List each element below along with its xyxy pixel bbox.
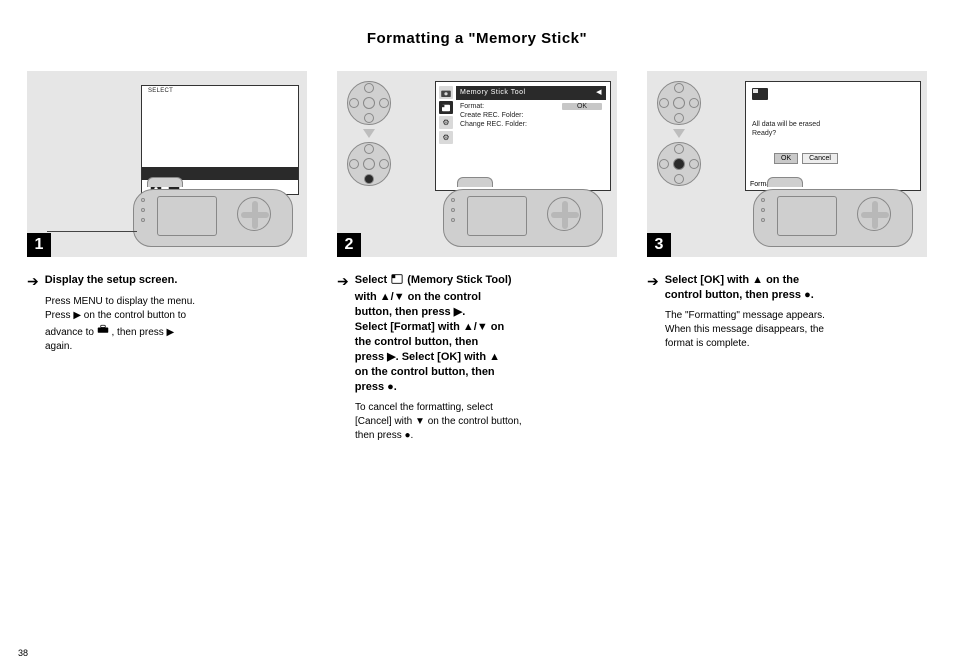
step1-line4: again. <box>45 340 195 354</box>
s2-body1: [Cancel] with ▼ on the control button, <box>355 415 522 429</box>
column-3: All data will be erased Ready? OK Cancel… <box>647 71 927 443</box>
confirm-caption: All data will be erased Ready? <box>752 120 914 138</box>
step-1-heading: ➔ Display the setup screen. <box>27 273 177 289</box>
right-arrow-icon: ➔ <box>647 273 659 289</box>
s3-body2: format is complete. <box>665 337 825 351</box>
step-number-1: 1 <box>27 233 51 257</box>
lcd-popup-2: ⚙ ⚙ Memory Stick Tool ◀ Format: OK <box>435 81 611 191</box>
menu-header: Memory Stick Tool ◀ <box>456 86 606 100</box>
s2-b3: Select [Format] with ▲/▼ on <box>355 321 505 333</box>
s2-b7: press ●. <box>355 381 397 393</box>
step-3-heading: ➔ Select [OK] with ▲ on the control butt… <box>647 273 814 303</box>
step-3-text: Select [OK] with ▲ on the control button… <box>665 273 814 303</box>
step1-line2: Press ▶ on the control button to <box>45 310 186 321</box>
camera-drawing <box>133 177 293 247</box>
columns: SELECT 1 <box>50 71 904 443</box>
down-arrow-icon <box>363 129 375 138</box>
s2-body2: then press ●. <box>355 429 522 443</box>
menu-row: Create REC. Folder: <box>460 111 602 120</box>
camera-icon <box>439 86 453 99</box>
step1-line1: Press MENU to display the menu. <box>45 295 195 309</box>
down-arrow-icon <box>673 129 685 138</box>
dpad-sequence <box>657 81 701 186</box>
column-1: SELECT 1 <box>27 71 307 443</box>
page-title: Formatting a "Memory Stick" <box>50 30 904 47</box>
s3-b1: control button, then press ●. <box>665 289 814 301</box>
camera-drawing <box>443 177 603 247</box>
s2-b2: button, then press ▶. <box>355 306 466 318</box>
dpad-icon <box>347 81 391 125</box>
p3-cap0: All data will be erased <box>752 120 914 129</box>
confirm-buttons: OK Cancel <box>774 153 838 164</box>
step-3-body: The "Formatting" message appears. When t… <box>647 309 825 351</box>
step-2-heading: ➔ Select (Memory Stick Tool) with ▲/▼ on… <box>337 273 512 395</box>
ok-button: OK <box>774 153 798 164</box>
menu-box: Memory Stick Tool ◀ Format: OK Create RE… <box>456 86 606 176</box>
step-number-3: 3 <box>647 233 671 257</box>
memory-stick-icon <box>752 88 768 102</box>
dpad-icon-press-down <box>347 142 391 186</box>
dpad-icon-press-center <box>657 142 701 186</box>
memory-stick-icon <box>391 273 403 290</box>
menu-row-label: Change REC. Folder: <box>460 121 527 128</box>
s2-b6: on the control button, then <box>355 366 495 378</box>
step-1-text: Display the setup screen. <box>45 273 178 288</box>
step-1-body: Press MENU to display the menu. Press ▶ … <box>27 295 195 354</box>
right-arrow-icon: ➔ <box>27 273 39 289</box>
dpad-sequence <box>347 81 391 186</box>
dpad-icon <box>657 81 701 125</box>
menu-title: Memory Stick Tool <box>460 86 526 100</box>
pointer-line <box>47 231 137 232</box>
cancel-button: Cancel <box>802 153 838 164</box>
left-arrow-icon: ◀ <box>596 86 602 100</box>
tool-icon: ⚙ <box>439 131 453 144</box>
menu-row: Format: OK <box>460 102 602 111</box>
right-arrow-icon: ➔ <box>337 273 349 289</box>
toolbox-icon <box>97 327 112 338</box>
page-number: 38 <box>18 648 28 658</box>
menu-row: Change REC. Folder: <box>460 120 602 129</box>
s3-body0: The "Formatting" message appears. <box>665 309 825 323</box>
menu-row-label: Format: <box>460 103 484 110</box>
lcd-popup-3: All data will be erased Ready? OK Cancel… <box>745 81 921 191</box>
step-2-text: Select (Memory Stick Tool) with ▲/▼ on t… <box>355 273 512 395</box>
s2-b1: with ▲/▼ on the control <box>355 291 481 303</box>
illustration-panel-1: SELECT 1 <box>27 71 307 257</box>
s3-body1: When this message disappears, the <box>665 323 825 337</box>
p3-cap1: Ready? <box>752 129 914 138</box>
step-number-2: 2 <box>337 233 361 257</box>
menu-row-label: Create REC. Folder: <box>460 112 523 119</box>
select-label: SELECT <box>148 88 173 94</box>
side-icon-column: ⚙ ⚙ <box>439 86 453 144</box>
step-2-body: To cancel the formatting, select [Cancel… <box>337 401 522 443</box>
step1-line0: Display the setup screen. <box>45 274 178 286</box>
s3-b0: Select [OK] with ▲ on the <box>665 274 799 286</box>
camera-drawing <box>753 177 913 247</box>
column-2: ⚙ ⚙ Memory Stick Tool ◀ Format: OK <box>337 71 617 443</box>
s2-body0: To cancel the formatting, select <box>355 401 522 415</box>
menu-row-value: OK <box>562 103 602 110</box>
s2-b4: the control button, then <box>355 336 478 348</box>
illustration-panel-3: All data will be erased Ready? OK Cancel… <box>647 71 927 257</box>
tool-icon: ⚙ <box>439 116 453 129</box>
memory-stick-icon <box>439 101 453 114</box>
s2-b5: press ▶. Select [OK] with ▲ <box>355 351 500 363</box>
illustration-panel-2: ⚙ ⚙ Memory Stick Tool ◀ Format: OK <box>337 71 617 257</box>
